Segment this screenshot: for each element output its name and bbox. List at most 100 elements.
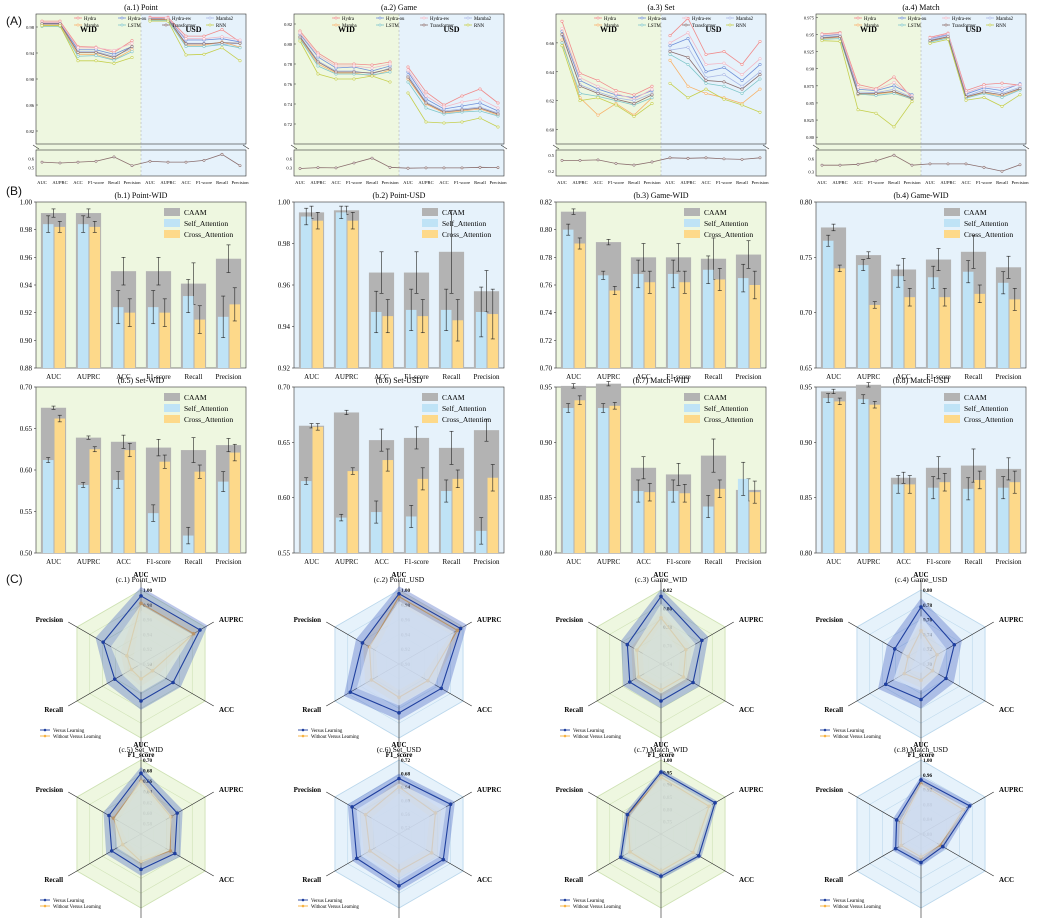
legend-label: RNN <box>474 24 485 29</box>
confidence-band-inner <box>356 601 455 706</box>
bar <box>182 535 194 553</box>
bar <box>89 226 101 368</box>
bar <box>609 405 621 553</box>
x-tick-label: AUC <box>826 373 841 381</box>
data-point <box>130 39 134 43</box>
data-point <box>928 39 932 43</box>
legend-label: Versus Learning <box>53 899 85 904</box>
x-tick-label: Precision <box>903 180 921 185</box>
bar <box>1009 482 1021 553</box>
bar-chart-b2: (b.2) Point-USD 0.92 0.94 0.96 0.98 1.00 AUC AU… <box>278 191 505 381</box>
usd-region <box>141 14 246 176</box>
legend-label: Hydra-ew <box>172 17 192 22</box>
legend-label: Hydra-ou <box>908 17 927 22</box>
data-point <box>202 158 206 162</box>
bar <box>597 275 609 368</box>
data-point <box>112 61 116 65</box>
bar <box>857 265 869 368</box>
data-point <box>596 96 600 100</box>
legend-swatch <box>422 404 438 412</box>
data-point <box>578 71 582 75</box>
bar <box>702 506 714 553</box>
bar <box>737 278 749 368</box>
data-point <box>58 161 62 165</box>
data-point <box>352 77 356 81</box>
series-cross-attention <box>312 423 499 553</box>
bar <box>667 491 679 553</box>
y-tick-label: 0.6 <box>28 157 34 162</box>
data-point <box>397 591 401 596</box>
y-tick-label: 0.98 <box>278 240 291 248</box>
data-point <box>298 31 302 35</box>
data-point <box>94 50 98 54</box>
series-versus-learning <box>878 598 963 709</box>
bar-chart-b5: (b.5) Set-WID 0.50 0.55 0.60 0.65 0.70 AUC AUPR… <box>20 376 247 566</box>
y-tick-label: 0.82 <box>284 22 292 27</box>
series-self-attention <box>300 477 487 553</box>
data-point <box>442 105 446 109</box>
data-point <box>560 38 564 42</box>
data-point <box>619 855 623 859</box>
series-line <box>929 33 1021 94</box>
legend-label: Self_Attention <box>704 219 748 228</box>
legend-swatch <box>944 415 960 423</box>
legend-swatch <box>944 393 960 401</box>
legend-marker <box>640 23 644 27</box>
data-point <box>424 101 428 105</box>
bar <box>562 408 574 553</box>
legend-swatch <box>944 219 960 227</box>
ring-label: 0.68 <box>143 769 152 775</box>
data-point <box>298 167 302 170</box>
x-tick-label: Recall <box>443 373 461 381</box>
legend-label: Hydra <box>864 17 877 22</box>
series-hydra-ou <box>298 32 500 113</box>
data-point <box>893 846 898 851</box>
chart-title: (c.7) Match_WID <box>634 745 688 754</box>
bar <box>312 426 324 553</box>
series-line <box>669 38 761 81</box>
data-point <box>424 106 428 110</box>
data-point <box>220 46 224 50</box>
ring-label: 0.66 <box>143 779 152 785</box>
data-point <box>354 856 359 861</box>
series-line <box>821 36 913 99</box>
data-point <box>704 70 708 74</box>
series-line <box>42 20 133 53</box>
x-tick-label: AUC <box>295 180 305 185</box>
region-label-usd: USD <box>185 25 201 34</box>
legend-label: Self_Attention <box>442 404 486 413</box>
ring-label: 0.70 <box>143 758 152 764</box>
data-point <box>173 851 177 856</box>
series-line <box>669 17 761 66</box>
y-tick-label: 0.85 <box>800 494 813 502</box>
legend-marker <box>856 23 860 27</box>
bar <box>892 484 904 553</box>
radar-axis-label: Precision <box>556 786 584 794</box>
series-cross-attention <box>834 264 1021 368</box>
data-point <box>686 45 690 49</box>
data-point <box>198 628 202 632</box>
x-tick-label: Precision <box>381 180 399 185</box>
radar-chart-c7: (c.7) Match_WIDAUCAUPRCACCF1_scoreRecall… <box>556 741 763 918</box>
data-point <box>650 102 654 106</box>
data-point <box>713 800 717 805</box>
data-point <box>650 87 654 91</box>
data-point <box>406 91 410 95</box>
x-tick-label: F1-score <box>404 558 429 566</box>
x-tick-label: F1-score <box>716 180 732 185</box>
bar <box>1009 299 1021 368</box>
data-point <box>946 37 950 41</box>
chart-title: (b.6) Set-USD <box>376 376 422 385</box>
region-label-wid: WID <box>80 25 97 34</box>
legend-label: Mamba2 <box>216 17 234 22</box>
y-tick-label: 0.64 <box>546 70 555 75</box>
data-point <box>668 81 672 85</box>
legend-marker <box>43 728 47 732</box>
series-line <box>929 38 1021 107</box>
legend-label: Cross_Attention <box>704 415 753 424</box>
x-tick-label: Precision <box>489 180 507 185</box>
data-point <box>130 50 134 54</box>
legend-marker <box>856 16 860 20</box>
